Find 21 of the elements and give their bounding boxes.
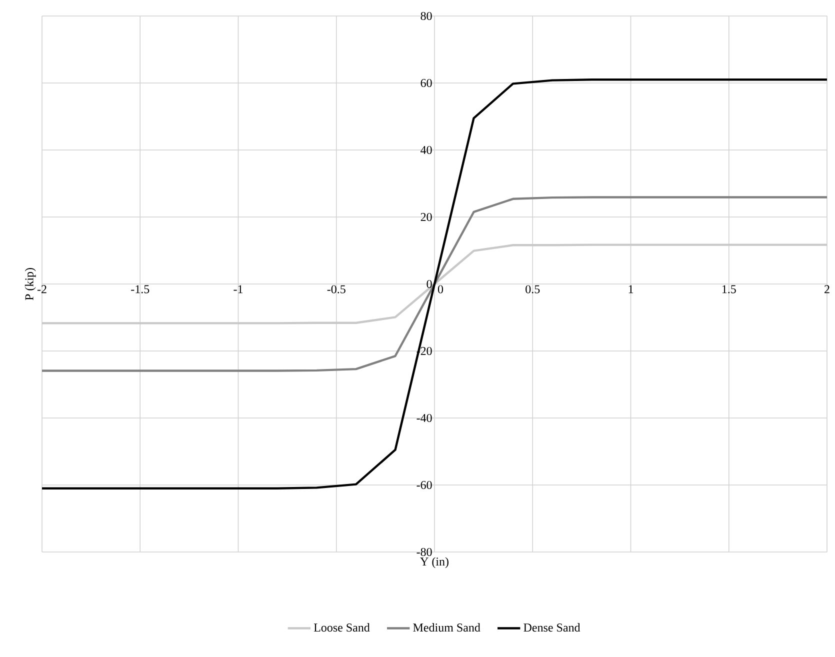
legend-label: Dense Sand: [524, 623, 580, 632]
y-tick-label: 80: [420, 12, 432, 20]
x-tick-label: 0: [438, 285, 444, 294]
y-tick-label: -80: [416, 548, 432, 556]
x-tick-label: -0.5: [327, 285, 346, 294]
legend-label: Loose Sand: [314, 623, 370, 632]
x-tick-label: -2: [37, 285, 46, 294]
x-tick-label: 1.5: [722, 285, 736, 294]
x-tick-label: 1: [628, 285, 634, 294]
y-tick-label: 20: [420, 212, 432, 222]
x-tick-label: 2: [824, 285, 830, 294]
legend-label: Medium Sand: [413, 623, 480, 632]
x-tick-label: 0.5: [526, 285, 540, 294]
x-axis-title: Y (in): [420, 557, 448, 568]
x-tick-label: -1: [234, 285, 243, 294]
y-axis-title: P (kip): [24, 268, 36, 300]
y-tick-label: 40: [420, 146, 432, 154]
y-tick-label: -60: [416, 480, 432, 490]
y-tick-label: -40: [416, 414, 432, 422]
y-tick-label: 60: [420, 78, 432, 88]
x-tick-label: -1.5: [131, 285, 150, 294]
